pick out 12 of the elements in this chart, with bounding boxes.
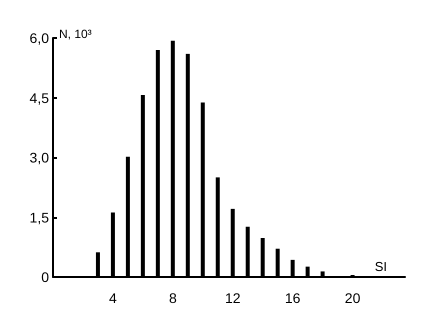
y-tick-label: 0 xyxy=(41,269,50,285)
x-tick-label: 4 xyxy=(109,290,118,306)
x-tick-label: 16 xyxy=(284,290,301,306)
y-tick-label: 6,0 xyxy=(30,30,50,46)
x-tick-label: 20 xyxy=(344,290,361,306)
y-tick-label: 1,5 xyxy=(30,209,50,226)
y-tick-label: 3,0 xyxy=(30,150,50,166)
x-tick-label: 12 xyxy=(224,290,241,306)
x-tick-label: 8 xyxy=(168,290,177,306)
x-axis-title: SI xyxy=(374,259,387,274)
y-tick-label: 4,5 xyxy=(30,90,50,106)
y-axis-title: N, 10³ xyxy=(59,27,92,41)
